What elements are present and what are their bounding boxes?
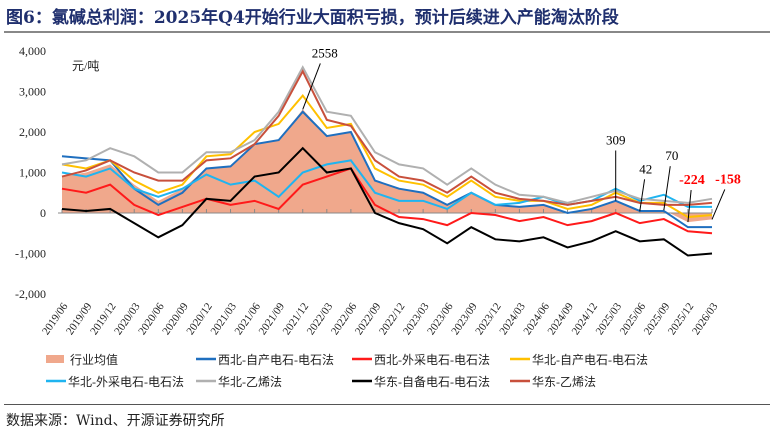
legend-label: 行业均值 (70, 352, 118, 367)
y-tick-label: 4,000 (19, 44, 46, 58)
annotation-label: -224 (679, 173, 705, 188)
y-axis-unit: 元/吨 (72, 59, 99, 73)
legend-label: 华东-乙烯法 (532, 375, 596, 389)
source-divider (4, 404, 770, 405)
legend-label: 华北-自产电石-电石法 (532, 353, 648, 367)
series-line-1 (61, 167, 713, 235)
annotation-label: 309 (606, 132, 626, 147)
legend-item: 华北-外采电石-电石法 (46, 375, 184, 389)
series-line-4 (61, 65, 713, 204)
annotation-leader (687, 190, 692, 223)
figure-title: 图6：氯碱总利润：2025年Q4开始行业大面积亏损，预计后续进入产能淘汰阶段 (6, 8, 619, 28)
x-tick-label: 2026/03 (690, 300, 721, 337)
legend-item: 西北-自产电石-电石法 (196, 353, 334, 367)
annotation-leader (711, 189, 726, 220)
series-line-5 (61, 146, 713, 257)
legend-swatch (46, 355, 64, 363)
area-industry-average (62, 109, 712, 223)
y-tick-label: 2,000 (19, 125, 46, 139)
legend-label: 华东-自备电石-电石法 (374, 375, 490, 389)
legend-label: 华北-外采电石-电石法 (68, 375, 184, 389)
annotation-label: -158 (715, 172, 741, 187)
y-tick-label: -1,000 (15, 247, 46, 261)
y-tick-label: 0 (40, 206, 46, 220)
legend-item: 华东-自备电石-电石法 (352, 375, 490, 389)
annotation-leader (639, 179, 646, 212)
legend-item: 行业均值 (46, 352, 118, 367)
legend-item: 华东-乙烯法 (510, 375, 596, 389)
annotation-label: 70 (665, 148, 678, 163)
legend-item: 华北-自产电石-电石法 (510, 353, 648, 367)
legend-item: 西北-外采电石-电石法 (352, 353, 490, 367)
annotation-leader (663, 166, 671, 211)
y-tick-label: 3,000 (19, 85, 46, 99)
legend-item: 华北-乙烯法 (196, 375, 282, 389)
source-note: 数据来源：Wind、开源证券研究所 (6, 413, 225, 429)
legend-label: 华北-乙烯法 (218, 375, 282, 389)
y-tick-label: 1,000 (19, 166, 46, 180)
series-line-0 (61, 110, 712, 229)
title-divider (4, 31, 770, 33)
y-tick-label: -2,000 (15, 287, 46, 301)
annotation-leader (302, 63, 321, 110)
annotation-label: 42 (639, 161, 652, 176)
legend-label: 西北-自产电石-电石法 (218, 353, 334, 367)
annotation-label: 2558 (312, 45, 338, 60)
series-line-6 (61, 69, 713, 206)
legend-label: 西北-外采电石-电石法 (374, 353, 490, 367)
chart: -2,000-1,00001,0002,0003,0004,000元/吨2019… (15, 44, 741, 389)
